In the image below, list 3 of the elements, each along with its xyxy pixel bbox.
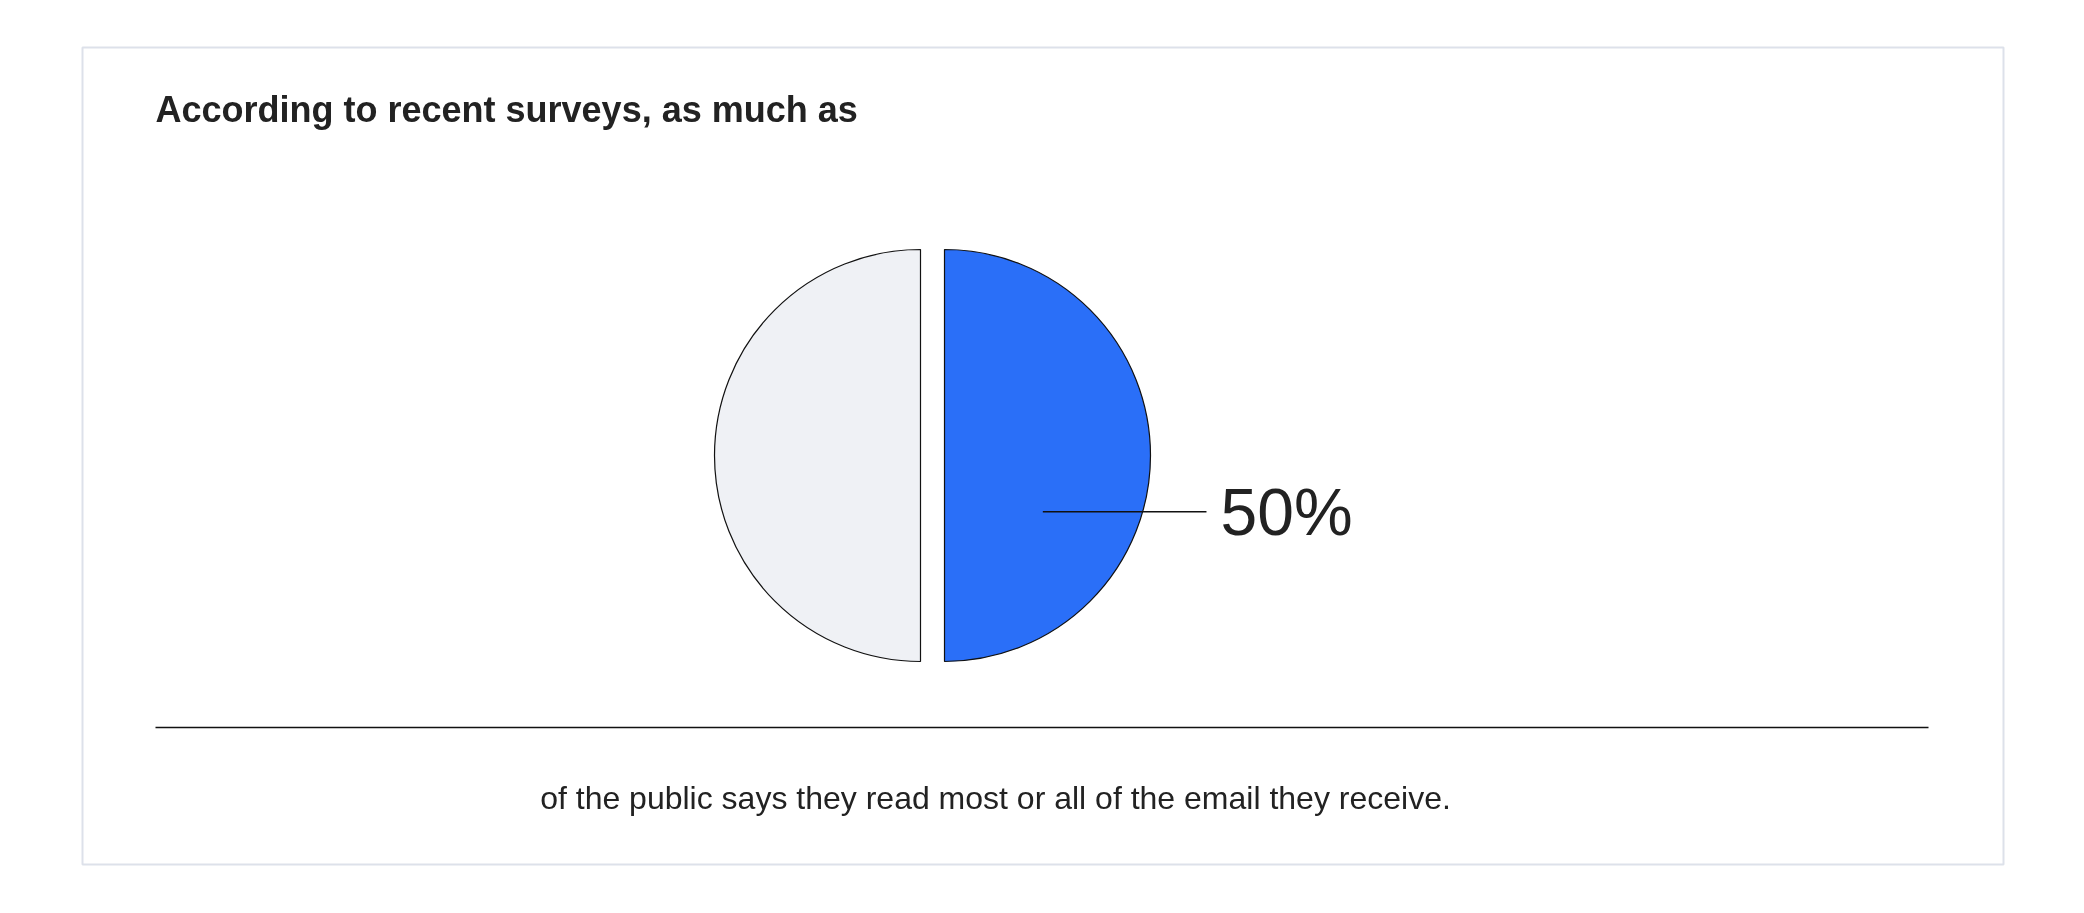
text: of the public says they read most or all of the email they receive. [540, 779, 1451, 816]
chart-title: According to recent surveys, as much as [155, 89, 858, 130]
data-label: 50% [1220, 474, 1353, 549]
